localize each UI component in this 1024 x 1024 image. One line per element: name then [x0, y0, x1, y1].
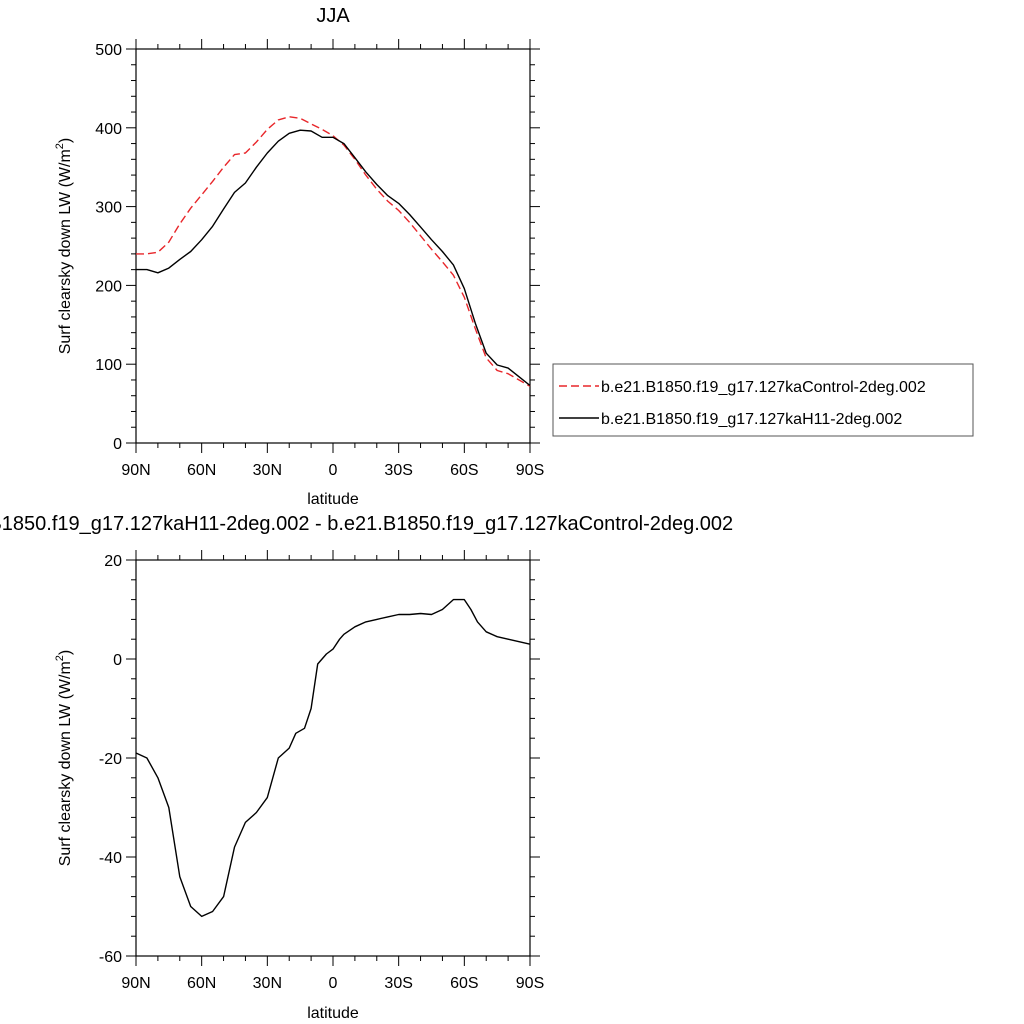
x-tick-label: 30S [384, 462, 412, 479]
series-line-2 [136, 129, 531, 387]
legend-box [552, 363, 974, 437]
x-axis-label: latitude [307, 491, 359, 508]
legend-label: b.e21.B1850.f19_g17.127kaH11-2deg.002 [601, 411, 902, 428]
y-tick-label: -60 [99, 949, 122, 966]
y-axis-label-main: Surf clearsky down LW (W/m [57, 661, 74, 866]
x-tick-label: 0 [329, 462, 338, 479]
plot-frame [135, 559, 531, 957]
y-tick-label: 400 [95, 121, 122, 138]
x-tick-label: 60N [187, 462, 216, 479]
chart-title: b.e21.B1850.f19_g17.127kaH11-2deg.002 - … [0, 513, 733, 535]
y-tick-label: 100 [95, 357, 122, 374]
x-tick-label: 30N [253, 975, 282, 992]
series-line-1 [135, 598, 531, 918]
x-tick-label: 90N [121, 462, 150, 479]
y-axis-label-main: Surf clearsky down LW (W/m [57, 149, 74, 354]
y-axis-label-close: ) [57, 650, 74, 655]
y-tick-label: 20 [104, 553, 122, 570]
chart-1: JJA 0 100 200 300 400 500 90N 60N 30N 0 30S 60S 90S la… [54, 5, 974, 508]
x-axis-label: latitude [307, 1005, 359, 1022]
y-tick-label: 0 [113, 436, 122, 453]
x-tick-label: 60S [450, 975, 478, 992]
y-tick-label: 500 [95, 42, 122, 59]
chart-2: b.e21.B1850.f19_g17.127kaH11-2deg.002 - … [0, 513, 733, 1022]
series-line-1 [136, 116, 531, 387]
y-axis-label: Surf clearsky down LW (W/m2) [54, 138, 74, 355]
y-tick-label: 200 [95, 278, 122, 295]
y-tick-label: 0 [113, 652, 122, 669]
y-tick-label: -40 [99, 850, 122, 867]
x-tick-label: 90S [516, 462, 544, 479]
y-axis-label: Surf clearsky down LW (W/m2) [54, 650, 74, 867]
chart-title: JJA [316, 5, 350, 27]
x-tick-label: 90N [121, 975, 150, 992]
x-tick-label: 0 [329, 975, 338, 992]
x-tick-label: 60S [450, 462, 478, 479]
x-tick-label: 30N [253, 462, 282, 479]
x-tick-label: 90S [516, 975, 544, 992]
y-tick-label: -20 [99, 751, 122, 768]
legend-label: b.e21.B1850.f19_g17.127kaControl-2deg.00… [601, 379, 926, 396]
y-tick-label: 300 [95, 200, 122, 217]
y-axis-label-superscript: 2 [54, 143, 66, 149]
x-tick-label: 30S [384, 975, 412, 992]
x-tick-label: 60N [187, 975, 216, 992]
y-axis-label-superscript: 2 [54, 655, 66, 661]
legend: b.e21.B1850.f19_g17.127kaControl-2deg.00… [552, 363, 974, 437]
y-axis-label-close: ) [57, 138, 74, 143]
